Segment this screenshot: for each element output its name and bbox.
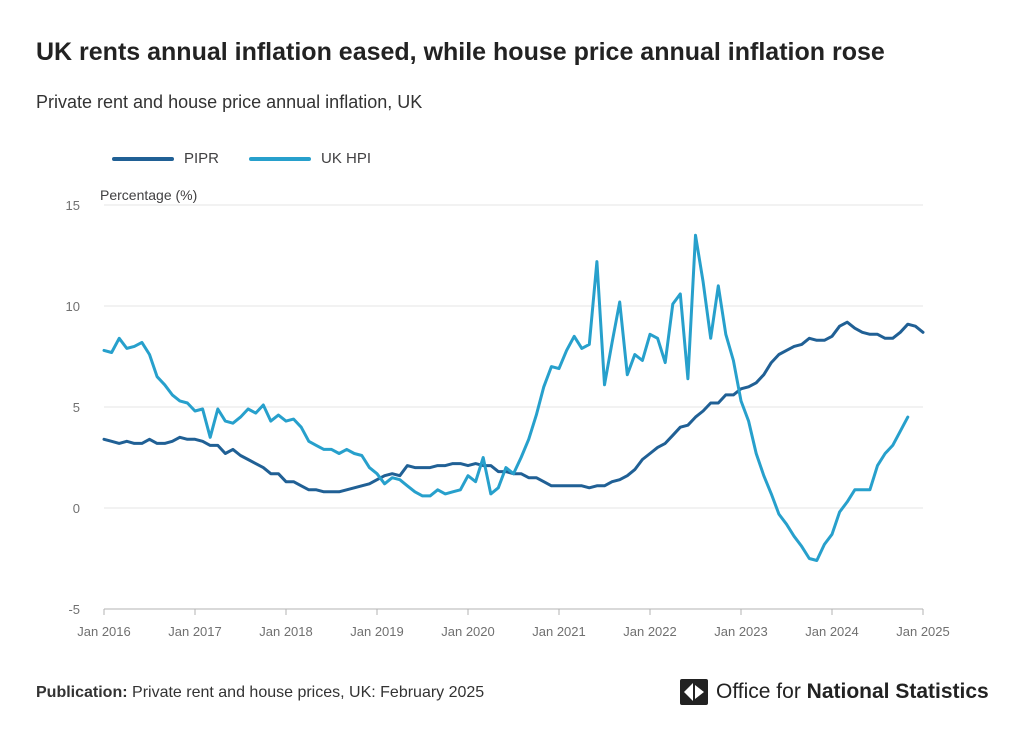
y-tick-label: 5 — [73, 400, 80, 415]
ons-logo[interactable]: Office for National Statistics — [680, 679, 989, 705]
logo-text-regular: Office for — [716, 680, 801, 703]
page-subtitle: Private rent and house price annual infl… — [36, 92, 423, 112]
logo-text-bold: National Statistics — [806, 680, 989, 703]
chart-legend: PIPR UK HPI — [112, 150, 401, 167]
publication-label: Publication: — [36, 684, 128, 701]
x-tick-label: Jan 2021 — [532, 624, 586, 639]
y-axis-label: Percentage (%) — [100, 187, 197, 203]
x-tick-label: Jan 2019 — [350, 624, 404, 639]
y-tick-label: 10 — [66, 299, 80, 314]
y-tick-label: 15 — [66, 198, 80, 213]
legend-item-uk-hpi[interactable]: UK HPI — [249, 150, 371, 167]
legend-label-pipr: PIPR — [184, 150, 220, 167]
x-tick-label: Jan 2023 — [714, 624, 768, 639]
x-tick-label: Jan 2017 — [168, 624, 222, 639]
x-tick-label: Jan 2018 — [259, 624, 313, 639]
x-tick-label: Jan 2025 — [896, 624, 950, 639]
y-tick-label: 0 — [73, 501, 80, 516]
x-tick-label: Jan 2024 — [805, 624, 859, 639]
x-tick-label: Jan 2020 — [441, 624, 495, 639]
legend-label-uk-hpi: UK HPI — [321, 150, 372, 167]
x-tick-label: Jan 2022 — [623, 624, 677, 639]
legend-swatch-pipr — [112, 156, 174, 161]
x-tick-label: Jan 2016 — [77, 624, 131, 639]
ons-logo-text: Office for National Statistics — [716, 680, 989, 704]
ons-logo-icon — [680, 679, 708, 705]
publication-footer: Publication: Private rent and house pric… — [36, 684, 484, 702]
y-tick-label: -5 — [68, 602, 80, 617]
publication-text[interactable]: Private rent and house prices, UK: Febru… — [132, 684, 485, 701]
legend-item-pipr[interactable]: PIPR — [112, 150, 219, 167]
legend-swatch-uk-hpi — [249, 156, 312, 161]
page-title: UK rents annual inflation eased, while h… — [36, 38, 885, 66]
series-line-uk-hpi — [102, 233, 910, 562]
line-chart: -5 0 5 10 15 Percentage (%) Jan 2016 Jan 2017 Ja… — [66, 187, 950, 639]
